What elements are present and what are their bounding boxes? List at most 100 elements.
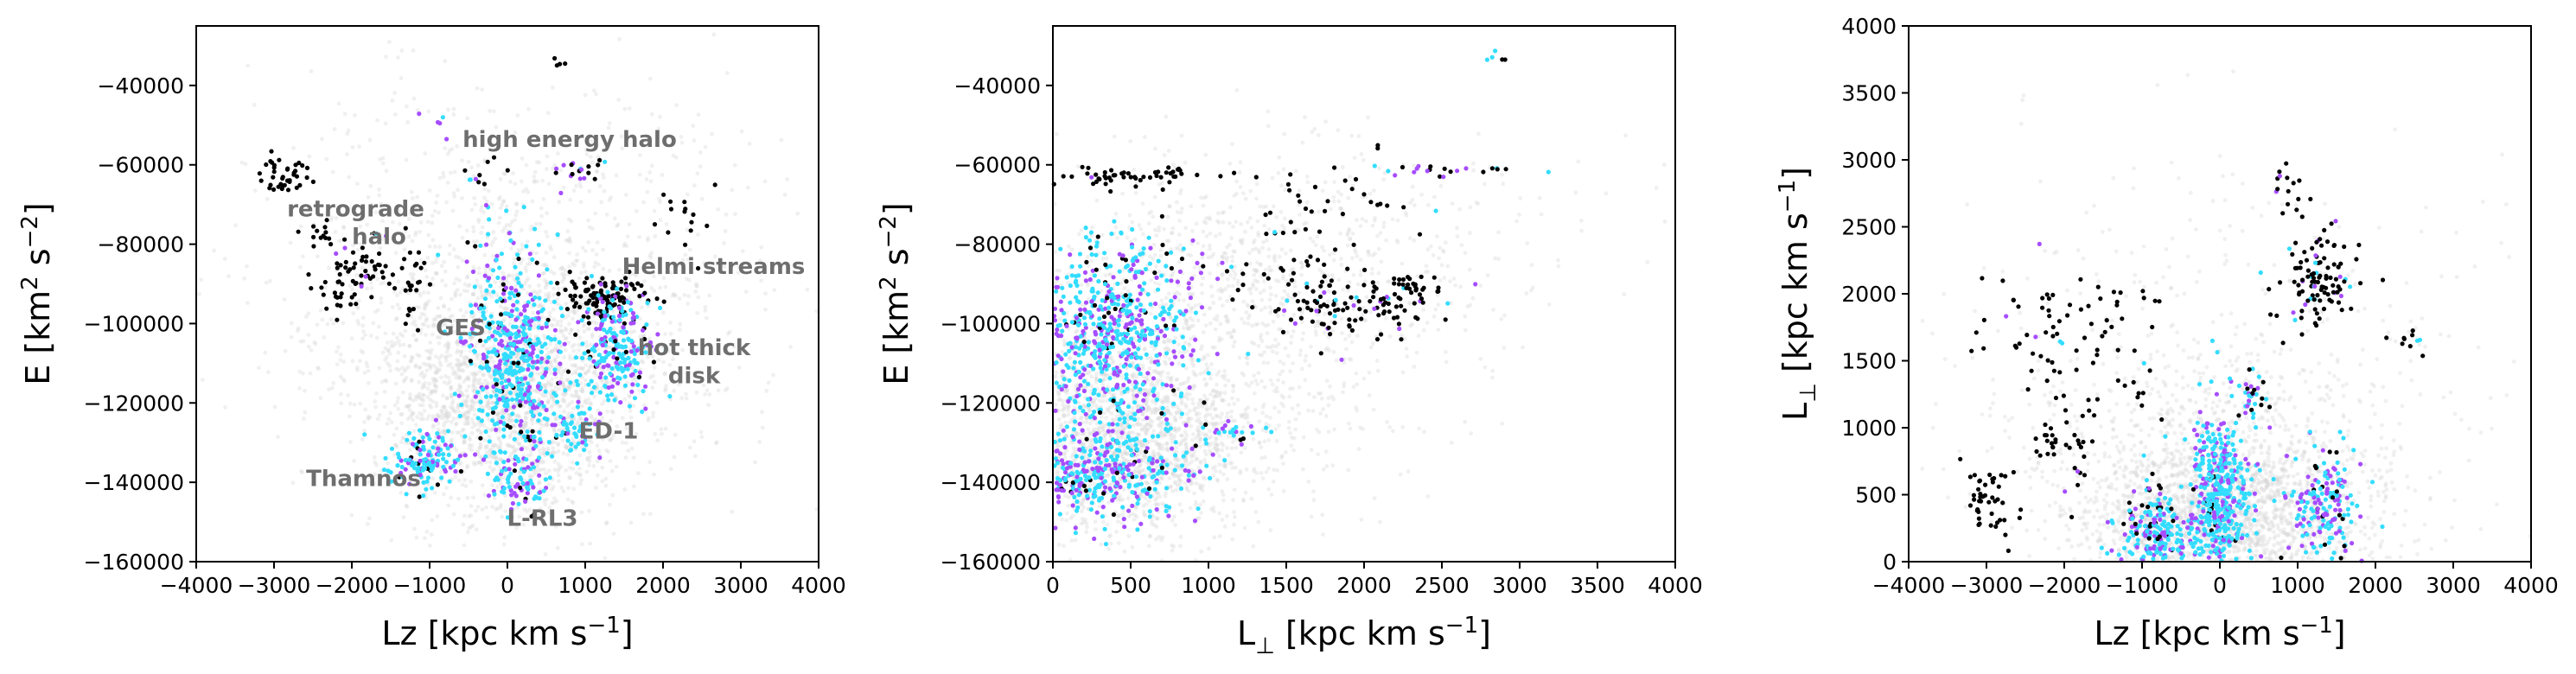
black-star	[635, 281, 641, 286]
background-star	[551, 323, 556, 328]
background-star	[1143, 496, 1148, 500]
background-star	[668, 321, 673, 325]
black-star	[338, 263, 343, 268]
purple-star	[552, 327, 558, 333]
black-star	[490, 410, 496, 415]
background-star	[467, 446, 472, 451]
background-star	[408, 392, 412, 397]
purple-star	[643, 384, 648, 389]
black-star	[342, 237, 348, 242]
background-star	[257, 366, 261, 371]
background-star	[552, 317, 557, 322]
background-star	[418, 315, 423, 320]
cyan-star	[491, 289, 496, 295]
background-star	[415, 353, 420, 358]
background-star	[564, 445, 569, 450]
cyan-star	[498, 389, 503, 394]
background-star	[320, 317, 325, 322]
purple-star	[486, 276, 492, 281]
background-star	[476, 352, 481, 357]
background-star	[608, 459, 613, 463]
background-star	[428, 340, 433, 345]
x-tick-label: −3000	[238, 573, 311, 598]
background-star	[456, 409, 461, 414]
cyan-star	[523, 332, 528, 337]
background-star	[446, 503, 451, 508]
background-star	[398, 343, 403, 347]
background-star	[397, 306, 402, 311]
background-star	[490, 505, 495, 509]
background-star	[365, 286, 369, 291]
background-star	[679, 140, 685, 145]
cyan-star	[506, 480, 511, 485]
background-star	[444, 486, 450, 490]
background-star	[760, 410, 764, 415]
purple-star	[485, 263, 490, 269]
background-star	[423, 380, 427, 385]
background-star	[512, 424, 517, 429]
background-star	[411, 277, 416, 282]
background-star	[478, 441, 483, 446]
background-star	[570, 460, 575, 465]
cyan-star	[615, 375, 621, 380]
purple-star	[641, 327, 646, 333]
cyan-star	[490, 268, 496, 273]
cyan-star	[504, 384, 509, 390]
purple-star	[582, 175, 587, 181]
background-star	[557, 479, 561, 484]
background-star	[414, 337, 419, 342]
y-axis-title-main: E [km	[19, 290, 57, 385]
background-star	[588, 400, 593, 405]
black-star	[297, 182, 303, 188]
purple-star	[444, 137, 450, 142]
purple-star	[527, 251, 532, 257]
background-star	[612, 216, 617, 221]
cyan-star	[507, 331, 513, 336]
black-star	[578, 294, 583, 299]
background-star	[1259, 445, 1264, 449]
background-star	[679, 396, 685, 400]
background-star	[399, 372, 405, 377]
background-star	[1153, 498, 1157, 503]
background-star	[446, 363, 450, 368]
purple-star	[598, 282, 603, 287]
background-star	[307, 154, 312, 159]
background-star	[447, 411, 452, 416]
background-star	[351, 311, 356, 315]
purple-star	[615, 380, 621, 385]
background-star	[233, 223, 238, 228]
background-star	[782, 193, 787, 197]
background-star	[394, 316, 399, 321]
background-star	[443, 146, 448, 150]
background-star	[473, 202, 478, 207]
cyan-star	[537, 429, 542, 435]
background-star	[200, 378, 205, 382]
background-star	[536, 292, 540, 296]
background-star	[468, 349, 473, 353]
background-star	[556, 428, 561, 433]
purple-star	[359, 283, 364, 289]
background-star	[402, 353, 407, 359]
background-star	[430, 332, 435, 337]
purple-star	[599, 336, 604, 342]
cyan-star	[587, 356, 592, 361]
cyan-star	[498, 449, 503, 455]
background-star	[291, 145, 296, 150]
black-star	[286, 178, 291, 183]
background-star	[583, 400, 587, 404]
background-star	[315, 254, 320, 259]
background-star	[448, 361, 453, 366]
background-star	[626, 448, 631, 453]
background-star	[458, 375, 462, 380]
x-tick-label: −1000	[393, 573, 467, 598]
background-star	[373, 399, 378, 404]
black-star	[573, 301, 579, 306]
black-star	[309, 286, 314, 291]
background-star	[453, 474, 458, 480]
background-star	[523, 411, 528, 416]
background-star	[495, 411, 500, 416]
background-star	[430, 213, 435, 219]
background-star	[455, 143, 459, 149]
background-star	[699, 196, 705, 201]
